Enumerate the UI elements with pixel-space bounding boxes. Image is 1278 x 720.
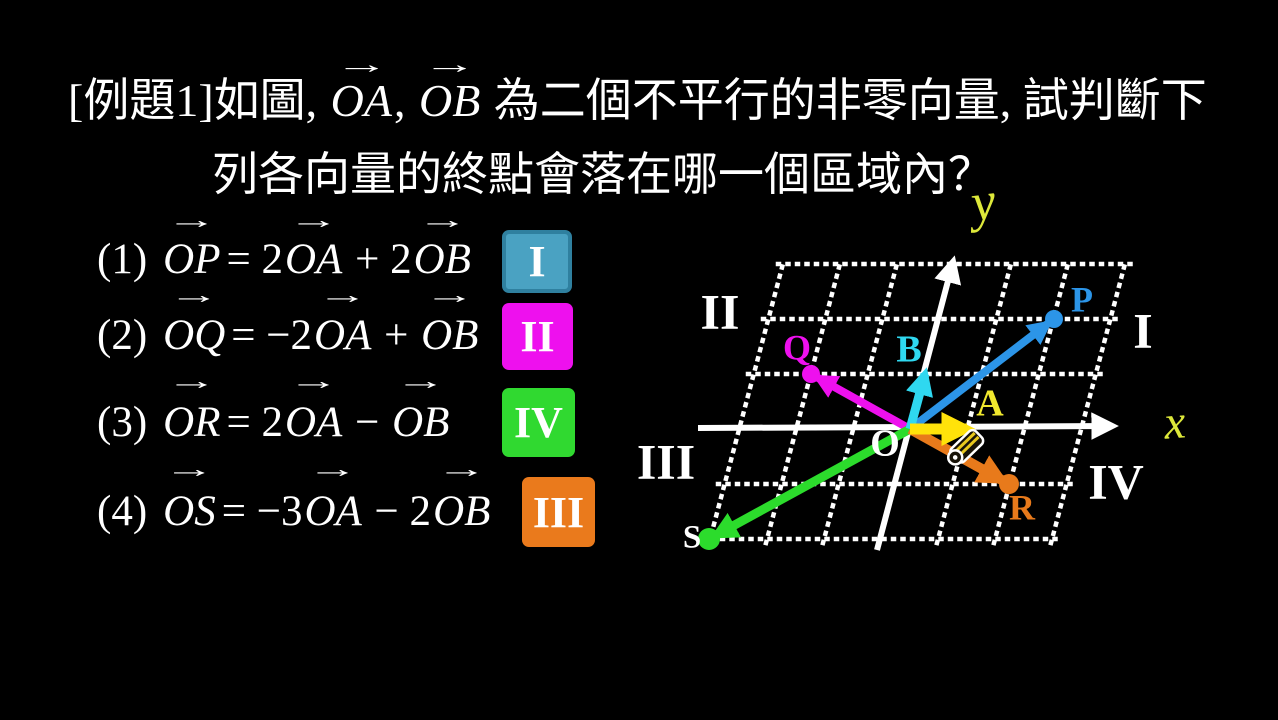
equation-rhs-vector: OB — [414, 228, 471, 292]
grid-column-line — [934, 257, 1015, 546]
grid-column-line — [1048, 257, 1129, 546]
y-axis-label: y — [962, 170, 999, 233]
equation-operator-text: + — [373, 312, 420, 359]
title-text-prefix: [例題1]如圖, — [68, 75, 329, 126]
point-R-dot — [999, 474, 1019, 494]
equation-operator-text: = 2 — [226, 399, 283, 446]
equation-operator-text: − 2 — [363, 488, 432, 535]
vector-OQ — [812, 374, 912, 433]
region-label-II: II — [701, 283, 740, 339]
grid-column-line — [763, 257, 844, 546]
grid-column-line — [706, 257, 787, 546]
title-separator: , — [393, 75, 417, 126]
answer-badge-I: I — [502, 230, 572, 293]
equation-operator-text: = 2 — [226, 236, 283, 283]
problem-statement-line1: [例題1]如圖, OA, OB 為二個不平行的非零向量, 試判斷下 — [68, 72, 1207, 130]
point-B-label: B — [896, 329, 921, 371]
vector-OB — [905, 367, 933, 431]
equation-rhs-vector: OA — [314, 303, 371, 369]
equation-rhs-vector: OA — [285, 228, 342, 292]
point-P-label: P — [1071, 279, 1093, 319]
equation-rhs-vector: OA — [304, 477, 361, 547]
equation-index: (3) — [97, 399, 148, 446]
equation-row-4: (4) OS= −3OA − 2OB — [97, 477, 492, 547]
equation-index: (2) — [97, 312, 148, 359]
point-S-label: S — [683, 520, 701, 556]
grid-column-line — [991, 257, 1072, 546]
equation-operator-text: + 2 — [344, 236, 412, 283]
equation-lhs-vector: OQ — [163, 303, 225, 369]
equation-row-3: (3) OR= 2OA − OB — [97, 389, 451, 457]
answer-badge-III: III — [522, 477, 595, 547]
title-text-suffix: 為二個不平行的非零向量, 試判斷下 — [482, 75, 1207, 126]
equation-row-2: (2) OQ= −2OA + OB — [97, 303, 480, 369]
answer-badge-IV: IV — [502, 388, 575, 457]
equation-row-1: (1) OP= 2OA + 2OB — [97, 228, 473, 292]
equation-operator-text: − — [344, 399, 391, 446]
equation-rhs-vector: OA — [285, 389, 342, 457]
vector-OA-notation: OA — [331, 72, 392, 130]
equation-operator-text: = −3 — [221, 488, 303, 535]
grid-column-line — [820, 257, 901, 546]
vector-OB-text: OB — [418, 75, 481, 126]
x-axis-label: x — [1161, 395, 1187, 449]
region-label-I: I — [1133, 302, 1152, 358]
vector-OB-notation: OB — [419, 72, 480, 130]
equation-lhs-vector: OS — [163, 477, 216, 547]
equation-rhs-vector: OB — [392, 389, 449, 457]
region-label-III: III — [637, 433, 695, 489]
answer-badge-II: II — [502, 303, 573, 370]
vector-OS — [709, 425, 913, 540]
equation-lhs-vector: OR — [163, 389, 220, 457]
equation-index: (4) — [97, 488, 148, 535]
equation-index: (1) — [97, 236, 148, 283]
equation-rhs-vector: OB — [433, 477, 490, 547]
vector-OP — [907, 320, 1053, 433]
problem-statement-line2: 列各向量的終點會落在哪一個區域內？ — [212, 149, 994, 200]
equation-rhs-vector: OB — [421, 303, 478, 369]
vector-OA-text: OA — [330, 75, 392, 126]
point-Q-label: Q — [783, 327, 811, 367]
point-Q-dot — [802, 365, 820, 383]
point-A-label: A — [976, 383, 1004, 425]
point-R-label: R — [1009, 487, 1036, 527]
equation-lhs-vector: OP — [163, 228, 220, 292]
region-label-IV: IV — [1088, 453, 1144, 509]
pencil-icon — [946, 428, 985, 466]
origin-label: O — [870, 423, 900, 465]
point-P-dot — [1045, 310, 1063, 328]
point-S-dot — [698, 528, 720, 550]
equation-operator-text: = −2 — [231, 312, 313, 359]
